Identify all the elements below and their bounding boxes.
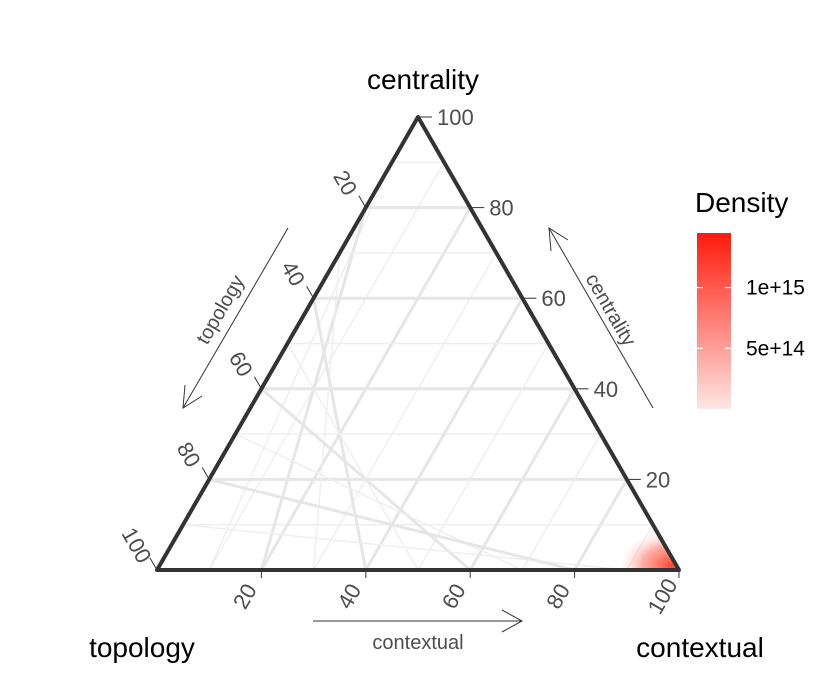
centrality-tick-label: 40: [594, 377, 618, 402]
contextual-tick-label: 100: [642, 574, 682, 618]
centrality-tick-label: 20: [646, 467, 670, 492]
triangle-border: [155, 115, 681, 572]
topology-tick: [306, 285, 315, 299]
grid-line-minor: [183, 524, 627, 571]
arrow-bottom: contextual: [313, 609, 524, 654]
topology-tick-label: 100: [116, 523, 156, 567]
grid-lines: [183, 161, 654, 572]
arrow-label-bottom: contextual: [372, 632, 463, 654]
contextual-tick-label: 20: [228, 579, 262, 613]
tick-marks: [149, 116, 680, 578]
centrality-tick-label: 80: [489, 196, 513, 221]
grid-line-major: [260, 387, 472, 572]
grid-line-minor: [521, 433, 602, 571]
topology-tick-label: 80: [172, 438, 206, 472]
centrality-tick-label: 60: [541, 286, 565, 311]
arrow-label-right: centrality: [581, 270, 640, 350]
legend-label: 1e+15: [746, 277, 805, 300]
density-hotspot: [619, 529, 679, 570]
topology-tick-label: 20: [328, 166, 362, 200]
topology-tick: [201, 467, 210, 480]
legend-label: 5e+14: [746, 337, 805, 360]
vertex-label-left: topology: [89, 632, 195, 663]
topology-tick-label: 40: [276, 257, 310, 291]
grid-line-minor: [417, 343, 550, 571]
grid-line-minor: [235, 433, 523, 571]
grid-line-minor: [286, 343, 419, 571]
grid-line-major: [573, 478, 629, 571]
topology-tick-label: 60: [224, 347, 258, 381]
legend-title: Density: [695, 187, 788, 218]
vertex-label-right: contextual: [636, 632, 764, 663]
contextual-tick-label: 80: [541, 579, 575, 613]
contextual-tick-label: 60: [437, 579, 471, 613]
legend: Density 1e+15 5e+14: [695, 187, 805, 409]
arrow-left: topology: [182, 227, 289, 409]
legend-colorbar: [697, 233, 731, 409]
vertex-label-top: centrality: [367, 64, 479, 95]
contextual-tick-label: 40: [332, 579, 366, 613]
topology-tick: [149, 557, 158, 571]
topology-tick: [253, 376, 262, 390]
grid-line-major: [208, 477, 575, 572]
grid-line-major: [468, 388, 576, 571]
topology-tick: [358, 195, 367, 208]
density-layer: [619, 529, 679, 570]
grid-line-minor: [312, 252, 497, 571]
tick-labels: 20 20 20 40 40 40 60 60 60 80 80 80 100 100 100: [116, 105, 682, 618]
centrality-tick-label: 100: [437, 105, 474, 130]
